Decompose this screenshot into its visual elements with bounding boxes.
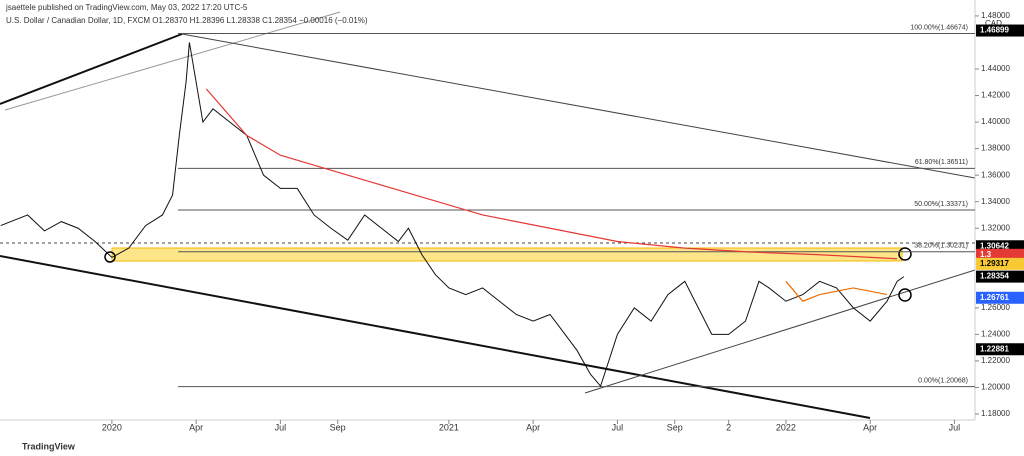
y-tick-label: 1.42000 [981, 91, 1010, 100]
currency: CAD [985, 19, 1002, 28]
y-tick-label: 1.18000 [981, 409, 1010, 418]
resistance-zone [111, 247, 903, 262]
price-line [0, 42, 905, 388]
x-tick-label: Jul [612, 422, 624, 432]
trendline [0, 255, 871, 419]
trendline [181, 33, 976, 179]
y-tick-label: 1.36000 [981, 170, 1010, 179]
price-tag-label: 1.30642 [980, 241, 1009, 250]
y-tick-label: 1.26000 [981, 303, 1010, 312]
price-tag [976, 248, 1024, 261]
price-tag-label: 1.22881 [980, 344, 1009, 353]
x-tick-label: 2020 [102, 422, 122, 432]
marker [898, 247, 912, 261]
fib-label: 50.00%(1.33371) [914, 201, 968, 208]
price-line [785, 280, 888, 302]
x-tick-label: 2022 [776, 422, 796, 432]
brand: TradingView [22, 441, 76, 451]
y-tick-label: 1.38000 [981, 144, 1010, 153]
y-tick-label: 1.20000 [981, 383, 1010, 392]
x-tick-label: Apr [863, 422, 877, 432]
price-tag-label: 1.26761 [980, 293, 1009, 302]
y-tick-label: 1.48000 [981, 11, 1010, 20]
trendline [0, 33, 183, 105]
fib-label: 61.80%(1.36511) [915, 159, 968, 166]
price-tag-label: 1.29317 [980, 259, 1009, 268]
symbol-info: U.S. Dollar / Canadian Dollar, 1D, FXCM … [6, 16, 368, 25]
price-tag-label: 1.28354 [980, 272, 1009, 281]
price-line [205, 88, 898, 260]
x-tick-label: Apr [526, 422, 540, 432]
x-tick-label: 2 [726, 422, 731, 432]
y-tick-label: 1.24000 [981, 330, 1010, 339]
x-tick-label: Sep [667, 422, 683, 432]
y-tick-label: 1.22000 [981, 356, 1010, 365]
x-tick-label: 2021 [439, 422, 459, 432]
fib-label: 38.20%(1.30231) [914, 243, 968, 250]
marker [104, 251, 116, 263]
fib-label: 0.00%(1.20068) [918, 377, 968, 384]
price-tag-label: 1.46899 [980, 26, 1009, 35]
fib-label: 100.00%(1.46674) [910, 24, 968, 31]
x-tick-label: Apr [189, 422, 203, 432]
x-tick-label: Sep [330, 422, 346, 432]
y-tick-label: 1.44000 [981, 64, 1010, 73]
y-tick-label: 1.32000 [981, 223, 1010, 232]
price-tag [976, 24, 1024, 37]
publisher: jsaettele published on TradingView.com, … [5, 3, 248, 12]
trendline [4, 11, 341, 111]
y-tick-label: 1.34000 [981, 197, 1010, 206]
price-tag [976, 270, 1024, 283]
price-tag [976, 291, 1024, 304]
price-tag-label: 1.3 [980, 250, 992, 259]
y-tick-label: 1.40000 [981, 117, 1010, 126]
x-tick-label: Jul [949, 422, 961, 432]
x-tick-label: Jul [275, 422, 287, 432]
marker [898, 288, 912, 302]
price-tag [976, 257, 1024, 270]
price-tag [976, 343, 1024, 356]
